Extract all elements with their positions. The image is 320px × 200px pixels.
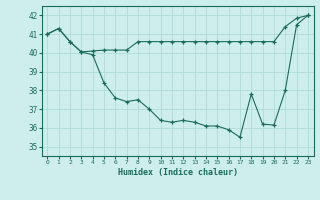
X-axis label: Humidex (Indice chaleur): Humidex (Indice chaleur) bbox=[118, 168, 237, 177]
